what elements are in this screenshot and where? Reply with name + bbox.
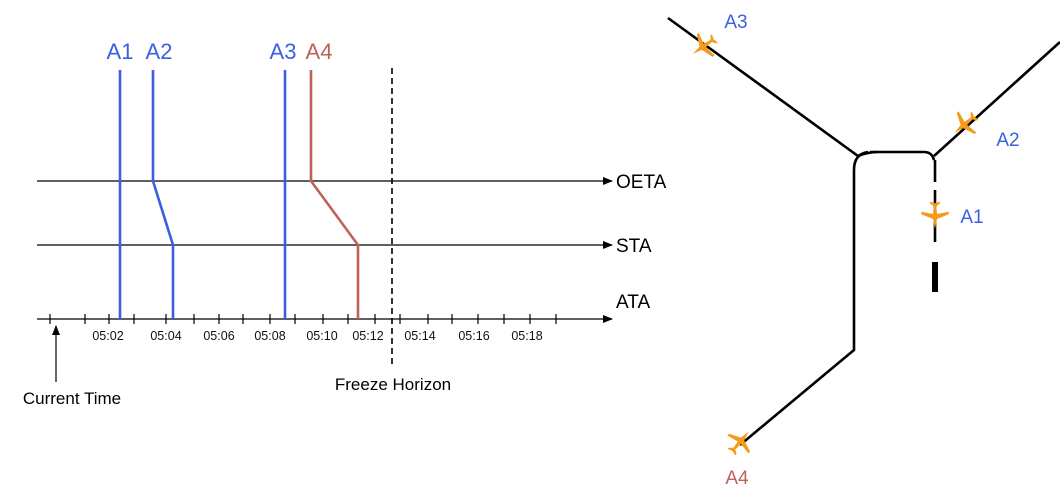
oeta-axis-label: OETA [616,172,667,193]
timeline-panel: OETA STA ATA 05:02 [23,39,667,408]
a2-timeline-label: A2 [146,39,173,64]
tick-label: 05:06 [203,329,234,343]
tick-label: 05:08 [254,329,285,343]
route-top-bar [870,150,936,161]
route-a2-branch [933,41,1060,157]
tick-label: 05:12 [352,329,383,343]
current-time-label: Current Time [23,389,121,408]
a4-airspace-label: A4 [725,468,749,489]
runway [932,262,938,292]
a1-timeline-label: A1 [107,39,134,64]
ata-ticks [49,314,557,324]
a3-timeline-label: A3 [270,39,297,64]
sta-axis-label: STA [616,236,652,257]
tick-label: 05:10 [306,329,337,343]
airspace-panel: A3 A2 A1 A4 [667,12,1060,489]
a1-airspace-label: A1 [960,207,983,228]
tick-label: 05:04 [150,329,181,343]
route-main-trunk [739,150,869,446]
a2-airspace-label: A2 [996,130,1019,151]
a4-timeline-label: A4 [306,39,333,64]
airplane-icon [720,422,760,461]
a4-timeline [309,70,360,319]
airplane-icon [945,104,984,144]
tick-label: 05:14 [404,329,435,343]
airplane-icon [921,201,949,229]
a3-airspace-label: A3 [724,12,747,33]
a2-timeline [151,70,175,319]
freeze-horizon-label: Freeze Horizon [335,375,451,394]
tick-label: 05:18 [511,329,542,343]
tick-label: 05:16 [458,329,489,343]
tick-label: 05:02 [92,329,123,343]
ata-axis-label: ATA [616,292,650,313]
